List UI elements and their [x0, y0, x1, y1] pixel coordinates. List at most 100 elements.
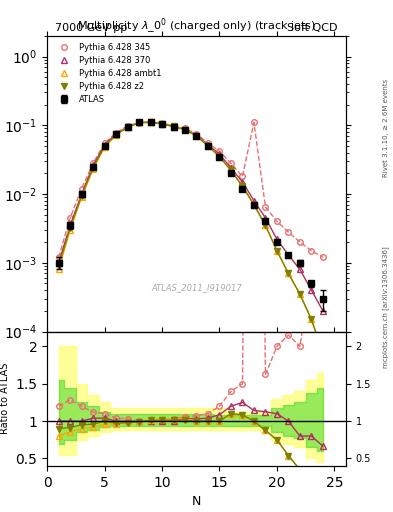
Pythia 6.428 z2: [298, 291, 302, 297]
Pythia 6.428 345: [252, 119, 256, 125]
Line: Pythia 6.428 z2: Pythia 6.428 z2: [56, 119, 326, 355]
Pythia 6.428 370: [217, 151, 222, 157]
Pythia 6.428 370: [298, 266, 302, 272]
Pythia 6.428 370: [148, 119, 153, 125]
Pythia 6.428 ambt1: [171, 123, 176, 129]
Pythia 6.428 z2: [194, 133, 199, 139]
Pythia 6.428 345: [183, 125, 187, 132]
Pythia 6.428 345: [275, 218, 279, 224]
Pythia 6.428 370: [286, 252, 291, 258]
Pythia 6.428 ambt1: [229, 167, 233, 174]
Pythia 6.428 345: [217, 148, 222, 154]
Pythia 6.428 z2: [321, 349, 325, 355]
Pythia 6.428 345: [114, 130, 118, 136]
Pythia 6.428 345: [229, 160, 233, 166]
Legend: Pythia 6.428 345, Pythia 6.428 370, Pythia 6.428 ambt1, Pythia 6.428 z2, ATLAS: Pythia 6.428 345, Pythia 6.428 370, Pyth…: [51, 40, 164, 106]
Pythia 6.428 ambt1: [263, 222, 268, 228]
Pythia 6.428 z2: [240, 183, 245, 189]
Pythia 6.428 z2: [252, 202, 256, 208]
Pythia 6.428 345: [194, 131, 199, 137]
Pythia 6.428 345: [79, 185, 84, 191]
Pythia 6.428 z2: [229, 167, 233, 174]
Pythia 6.428 z2: [263, 222, 268, 228]
Pythia 6.428 370: [229, 165, 233, 171]
Pythia 6.428 345: [148, 119, 153, 125]
Pythia 6.428 370: [137, 119, 141, 125]
Pythia 6.428 z2: [102, 143, 107, 149]
Pythia 6.428 z2: [217, 154, 222, 160]
Pythia 6.428 370: [263, 215, 268, 221]
Pythia 6.428 ambt1: [102, 144, 107, 150]
Pythia 6.428 345: [137, 119, 141, 125]
Pythia 6.428 ambt1: [137, 119, 141, 125]
Line: Pythia 6.428 345: Pythia 6.428 345: [56, 120, 326, 260]
Line: Pythia 6.428 370: Pythia 6.428 370: [56, 120, 326, 314]
Pythia 6.428 ambt1: [91, 166, 95, 172]
Pythia 6.428 ambt1: [240, 183, 245, 189]
Line: Pythia 6.428 ambt1: Pythia 6.428 ambt1: [56, 119, 326, 355]
Pythia 6.428 370: [240, 179, 245, 185]
Pythia 6.428 ambt1: [125, 124, 130, 130]
Pythia 6.428 ambt1: [114, 132, 118, 138]
Pythia 6.428 370: [183, 126, 187, 132]
Pythia 6.428 z2: [206, 143, 210, 149]
Pythia 6.428 ambt1: [309, 316, 314, 323]
Text: Soft QCD: Soft QCD: [288, 23, 338, 33]
Pythia 6.428 345: [286, 229, 291, 235]
Pythia 6.428 z2: [286, 270, 291, 276]
Pythia 6.428 345: [56, 254, 61, 261]
Pythia 6.428 370: [114, 131, 118, 137]
Pythia 6.428 ambt1: [183, 126, 187, 132]
Text: ATLAS_2011_I919017: ATLAS_2011_I919017: [151, 283, 242, 292]
Pythia 6.428 345: [206, 140, 210, 146]
Pythia 6.428 370: [125, 124, 130, 130]
Pythia 6.428 z2: [56, 263, 61, 269]
Pythia 6.428 370: [275, 236, 279, 242]
Pythia 6.428 z2: [148, 119, 153, 125]
Pythia 6.428 z2: [68, 225, 72, 231]
Pythia 6.428 370: [309, 287, 314, 293]
Pythia 6.428 345: [68, 215, 72, 221]
Text: mcplots.cern.ch [arXiv:1306.3436]: mcplots.cern.ch [arXiv:1306.3436]: [382, 246, 389, 368]
Pythia 6.428 ambt1: [194, 133, 199, 139]
Pythia 6.428 z2: [160, 120, 164, 126]
Pythia 6.428 ambt1: [286, 270, 291, 276]
Pythia 6.428 370: [160, 121, 164, 127]
Pythia 6.428 z2: [275, 248, 279, 254]
Pythia 6.428 345: [321, 254, 325, 261]
Pythia 6.428 370: [56, 260, 61, 266]
Pythia 6.428 z2: [125, 124, 130, 131]
Pythia 6.428 345: [240, 174, 245, 180]
Pythia 6.428 345: [125, 123, 130, 129]
Text: 7000 GeV pp: 7000 GeV pp: [55, 23, 127, 33]
Pythia 6.428 345: [298, 239, 302, 245]
Pythia 6.428 345: [160, 121, 164, 127]
Pythia 6.428 ambt1: [252, 202, 256, 208]
Pythia 6.428 ambt1: [206, 143, 210, 149]
Pythia 6.428 370: [252, 198, 256, 204]
Pythia 6.428 370: [194, 132, 199, 138]
Title: Multiplicity $\lambda\_0^0$ (charged only) (track jets): Multiplicity $\lambda\_0^0$ (charged onl…: [77, 16, 316, 36]
Pythia 6.428 370: [171, 124, 176, 130]
Pythia 6.428 ambt1: [298, 291, 302, 297]
Pythia 6.428 z2: [183, 126, 187, 133]
Pythia 6.428 ambt1: [217, 154, 222, 160]
Pythia 6.428 345: [263, 204, 268, 210]
Pythia 6.428 z2: [114, 132, 118, 138]
Pythia 6.428 345: [309, 248, 314, 254]
Pythia 6.428 370: [321, 308, 325, 314]
Pythia 6.428 ambt1: [321, 349, 325, 355]
Pythia 6.428 z2: [171, 123, 176, 130]
Pythia 6.428 345: [102, 140, 107, 146]
Pythia 6.428 z2: [79, 193, 84, 199]
Pythia 6.428 ambt1: [148, 119, 153, 125]
Pythia 6.428 370: [91, 162, 95, 168]
Pythia 6.428 ambt1: [160, 120, 164, 126]
Pythia 6.428 z2: [309, 316, 314, 323]
Pythia 6.428 z2: [91, 165, 95, 171]
Pythia 6.428 370: [79, 191, 84, 197]
Pythia 6.428 ambt1: [79, 194, 84, 200]
Pythia 6.428 ambt1: [68, 227, 72, 233]
Pythia 6.428 345: [91, 160, 95, 166]
Text: Rivet 3.1.10, ≥ 2.6M events: Rivet 3.1.10, ≥ 2.6M events: [383, 79, 389, 177]
